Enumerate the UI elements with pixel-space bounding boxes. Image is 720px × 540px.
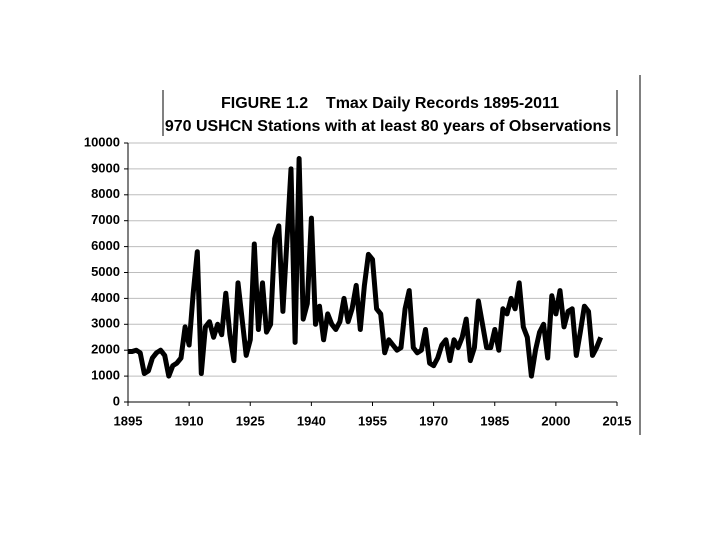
y-tick-label: 3000 [91, 316, 120, 331]
x-tick-label: 2015 [603, 413, 632, 428]
x-tick-label: 1955 [358, 413, 387, 428]
y-tick-label: 5000 [91, 264, 120, 279]
y-tick-label: 1000 [91, 368, 120, 383]
y-tick-label: 2000 [91, 342, 120, 357]
x-tick-label: 1940 [297, 413, 326, 428]
y-tick-label: 0 [113, 393, 120, 408]
x-tick-label: 1910 [175, 413, 204, 428]
y-tick-label: 6000 [91, 238, 120, 253]
chart-subtitle: 970 USHCN Stations with at least 80 year… [165, 118, 611, 135]
y-tick-label: 9000 [91, 160, 120, 175]
y-tick-label: 7000 [91, 212, 120, 227]
data-line [128, 156, 604, 379]
x-tick-label: 2000 [541, 413, 570, 428]
y-tick-label: 4000 [91, 290, 120, 305]
x-tick-label: 1925 [236, 413, 265, 428]
x-tick-label: 1895 [114, 413, 143, 428]
x-tick-label: 1985 [480, 413, 509, 428]
chart-title: FIGURE 1.2 Tmax Daily Records 1895-2011 [221, 95, 559, 112]
y-tick-label: 10000 [84, 134, 120, 149]
x-tick-label: 1970 [419, 413, 448, 428]
y-tick-label: 8000 [91, 186, 120, 201]
